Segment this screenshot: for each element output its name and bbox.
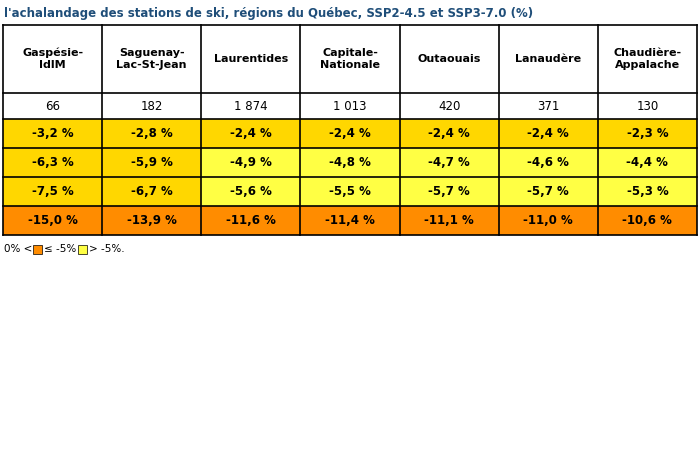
Text: -4,7 %: -4,7 % <box>428 156 470 169</box>
Text: -6,7 %: -6,7 % <box>131 185 173 198</box>
Text: -4,8 %: -4,8 % <box>329 156 371 169</box>
Text: -4,4 %: -4,4 % <box>626 156 668 169</box>
Bar <box>598 206 697 235</box>
Bar <box>202 177 300 206</box>
Text: -5,7 %: -5,7 % <box>428 185 470 198</box>
Text: -7,5 %: -7,5 % <box>32 185 74 198</box>
Text: Lanaudère: Lanaudère <box>515 54 581 64</box>
Bar <box>498 148 598 177</box>
Bar <box>300 119 400 148</box>
Bar <box>498 206 598 235</box>
Bar <box>498 119 598 148</box>
Text: -2,4 %: -2,4 % <box>527 127 569 140</box>
Text: -15,0 %: -15,0 % <box>27 214 78 227</box>
Text: -5,5 %: -5,5 % <box>329 185 371 198</box>
Text: -2,4 %: -2,4 % <box>230 127 272 140</box>
Text: 371: 371 <box>537 99 559 112</box>
Bar <box>3 93 697 119</box>
Text: -4,6 %: -4,6 % <box>527 156 569 169</box>
Bar <box>102 148 202 177</box>
Text: -2,8 %: -2,8 % <box>131 127 173 140</box>
Bar <box>400 206 498 235</box>
Text: -5,6 %: -5,6 % <box>230 185 272 198</box>
Text: -2,4 %: -2,4 % <box>428 127 470 140</box>
Bar <box>300 206 400 235</box>
Bar <box>300 148 400 177</box>
Text: Gaspésie-
IdlM: Gaspésie- IdlM <box>22 48 83 71</box>
Text: Chaudière-
Appalache: Chaudière- Appalache <box>613 48 682 70</box>
Text: > -5%.: > -5%. <box>89 244 125 254</box>
Bar <box>202 119 300 148</box>
Text: Capitale-
Nationale: Capitale- Nationale <box>320 48 380 70</box>
Bar <box>598 177 697 206</box>
Text: Saguenay-
Lac-St-Jean: Saguenay- Lac-St-Jean <box>116 48 187 70</box>
Text: -5,3 %: -5,3 % <box>626 185 668 198</box>
Text: -5,9 %: -5,9 % <box>131 156 173 169</box>
Bar <box>3 25 697 93</box>
Bar <box>498 177 598 206</box>
Bar <box>598 119 697 148</box>
Text: -11,4 %: -11,4 % <box>325 214 375 227</box>
Text: 1 013: 1 013 <box>333 99 367 112</box>
Bar <box>102 177 202 206</box>
Bar <box>3 206 102 235</box>
Bar <box>102 206 202 235</box>
Bar <box>400 148 498 177</box>
Text: -6,3 %: -6,3 % <box>32 156 74 169</box>
Text: -13,9 %: -13,9 % <box>127 214 176 227</box>
Bar <box>400 119 498 148</box>
Text: -2,4 %: -2,4 % <box>329 127 371 140</box>
Bar <box>3 119 102 148</box>
Bar <box>78 244 87 253</box>
Bar <box>598 148 697 177</box>
Text: Laurentides: Laurentides <box>214 54 288 64</box>
Text: -10,6 %: -10,6 % <box>622 214 673 227</box>
Bar <box>400 177 498 206</box>
Bar <box>3 177 102 206</box>
Text: -3,2 %: -3,2 % <box>32 127 74 140</box>
Text: -11,0 %: -11,0 % <box>524 214 573 227</box>
Bar <box>102 119 202 148</box>
Bar <box>3 148 102 177</box>
Text: Outaouais: Outaouais <box>417 54 481 64</box>
Text: -5,7 %: -5,7 % <box>527 185 569 198</box>
Text: 66: 66 <box>45 99 60 112</box>
Text: -11,1 %: -11,1 % <box>424 214 474 227</box>
Text: ≤ -5% ;: ≤ -5% ; <box>44 244 83 254</box>
Text: -2,3 %: -2,3 % <box>626 127 668 140</box>
Bar <box>202 206 300 235</box>
Text: 0% <: 0% < <box>4 244 32 254</box>
Bar <box>33 244 42 253</box>
Text: 182: 182 <box>141 99 163 112</box>
Text: -11,6 %: -11,6 % <box>226 214 276 227</box>
Text: 1 874: 1 874 <box>234 99 267 112</box>
Text: 130: 130 <box>636 99 659 112</box>
Bar <box>202 148 300 177</box>
Text: -4,9 %: -4,9 % <box>230 156 272 169</box>
Text: l'achalandage des stations de ski, régions du Québec, SSP2-4.5 et SSP3-7.0 (%): l'achalandage des stations de ski, régio… <box>4 7 533 20</box>
Bar <box>300 177 400 206</box>
Text: 420: 420 <box>438 99 461 112</box>
